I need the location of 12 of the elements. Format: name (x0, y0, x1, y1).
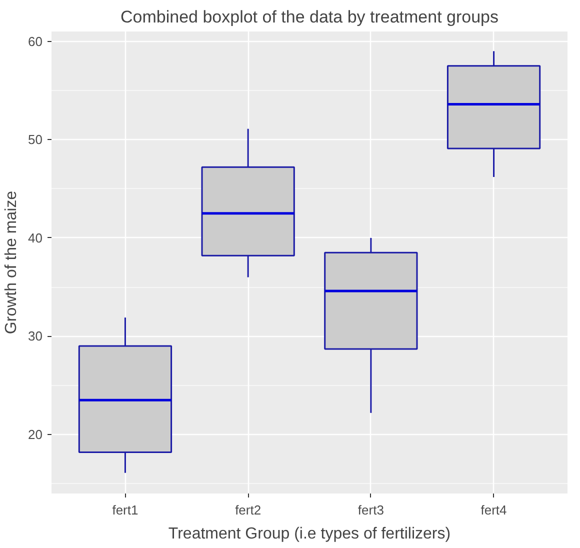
y-tick-label: 60 (28, 34, 43, 49)
y-tick-label: 40 (28, 230, 43, 246)
chart-title: Combined boxplot of the data by treatment groups (120, 8, 499, 26)
x-tick-label: fert1 (112, 502, 138, 518)
x-tick-label: fert3 (358, 502, 384, 518)
x-axis-title: Treatment Group (i.e types of fertilizers) (168, 526, 451, 542)
x-tick-label: fert4 (480, 502, 507, 518)
y-tick-label: 30 (28, 328, 43, 344)
y-tick-label: 20 (28, 427, 43, 442)
y-axis-title: Growth of the maize (3, 190, 20, 334)
x-tick-label: fert2 (235, 502, 262, 518)
y-tick-label: 50 (28, 132, 43, 148)
